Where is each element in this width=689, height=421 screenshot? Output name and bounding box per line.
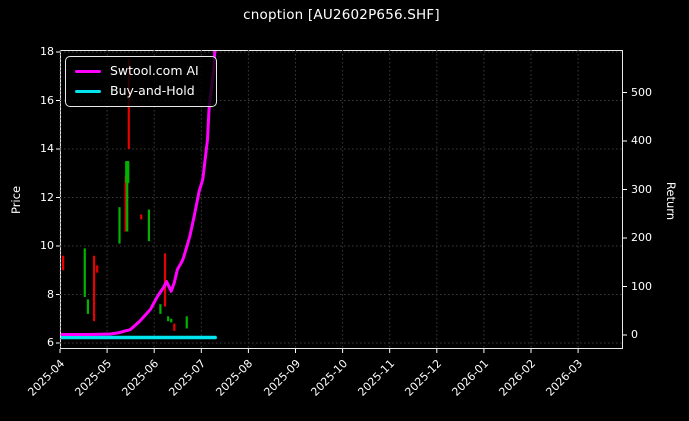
legend-item-buyhold: Buy-and-Hold bbox=[75, 83, 206, 100]
return-tick-label: 400 bbox=[631, 134, 652, 147]
legend-label-ai: Swtool.com AI bbox=[110, 63, 199, 79]
y-axis-label-return: Return bbox=[664, 181, 678, 221]
price-tick-label: 16 bbox=[40, 93, 54, 107]
return-tick-label: 100 bbox=[631, 279, 652, 293]
ai-line-swatch bbox=[75, 69, 101, 74]
price-tick-label: 14 bbox=[40, 142, 54, 155]
return-tick-label: 300 bbox=[631, 182, 652, 196]
price-tick-label: 6 bbox=[47, 336, 54, 349]
price-tick-label: 18 bbox=[40, 45, 54, 58]
ai-return-line bbox=[61, 51, 217, 336]
legend-label-buyhold: Buy-and-Hold bbox=[110, 83, 195, 99]
candles-layer bbox=[61, 59, 188, 331]
return-tick-label: 500 bbox=[631, 85, 652, 99]
price-tick-label: 8 bbox=[47, 287, 54, 301]
legend-item-ai: Swtool.com AI bbox=[75, 63, 206, 80]
chart-title: cnoption [AU2602P656.SHF] bbox=[243, 7, 440, 23]
legend: Swtool.com AI Buy-and-Hold bbox=[65, 56, 217, 107]
return-tick-label: 200 bbox=[631, 231, 652, 244]
price-tick-label: 12 bbox=[40, 190, 54, 204]
buyhold-line-swatch bbox=[75, 89, 101, 94]
return-tick-label: 0 bbox=[631, 328, 638, 341]
y-axis-label-price: Price bbox=[9, 185, 23, 215]
price-tick-label: 10 bbox=[40, 239, 54, 252]
lines-layer bbox=[61, 51, 217, 340]
